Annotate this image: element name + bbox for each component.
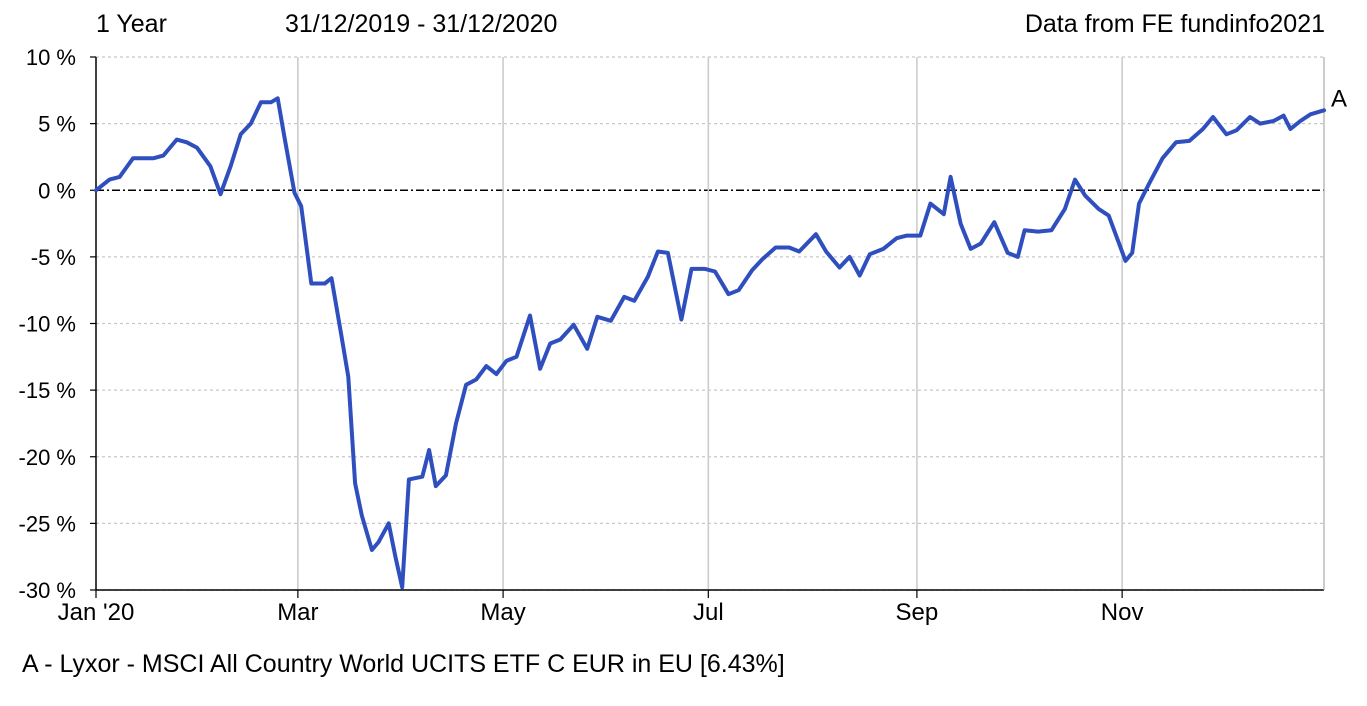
y-tick-label: -25 % xyxy=(19,511,76,536)
y-tick-label: -10 % xyxy=(19,312,76,337)
y-tick-label: -20 % xyxy=(19,445,76,470)
x-tick-label: Mar xyxy=(277,599,318,626)
date-range-label: 31/12/2019 - 31/12/2020 xyxy=(285,10,558,38)
series-end-label: A xyxy=(1331,85,1347,112)
x-tick-label: Sep xyxy=(896,599,939,626)
y-tick-label: 0 % xyxy=(38,178,76,203)
y-tick-label: -30 % xyxy=(19,578,76,603)
series: A xyxy=(94,85,1347,590)
grid xyxy=(96,56,1324,591)
x-tick-label: May xyxy=(480,599,525,626)
y-tick-label: -15 % xyxy=(19,378,76,403)
x-tick-label: Jan '20 xyxy=(58,599,135,626)
series-line xyxy=(94,96,1326,590)
axes xyxy=(90,56,1325,598)
y-tick-label: 5 % xyxy=(38,112,76,137)
period-label: 1 Year xyxy=(96,10,167,38)
legend: A - Lyxor - MSCI All Country World UCITS… xyxy=(22,650,785,678)
y-tick-label: 10 % xyxy=(26,45,76,70)
data-source-label: Data from FE fundinfo2021 xyxy=(1024,10,1325,38)
y-tick-label: -5 % xyxy=(31,245,76,270)
x-tick-label: Nov xyxy=(1101,599,1144,626)
tick-labels: 10 %5 %0 %-5 %-10 %-15 %-20 %-25 %-30 %J… xyxy=(19,45,1144,626)
x-tick-label: Jul xyxy=(693,599,724,626)
